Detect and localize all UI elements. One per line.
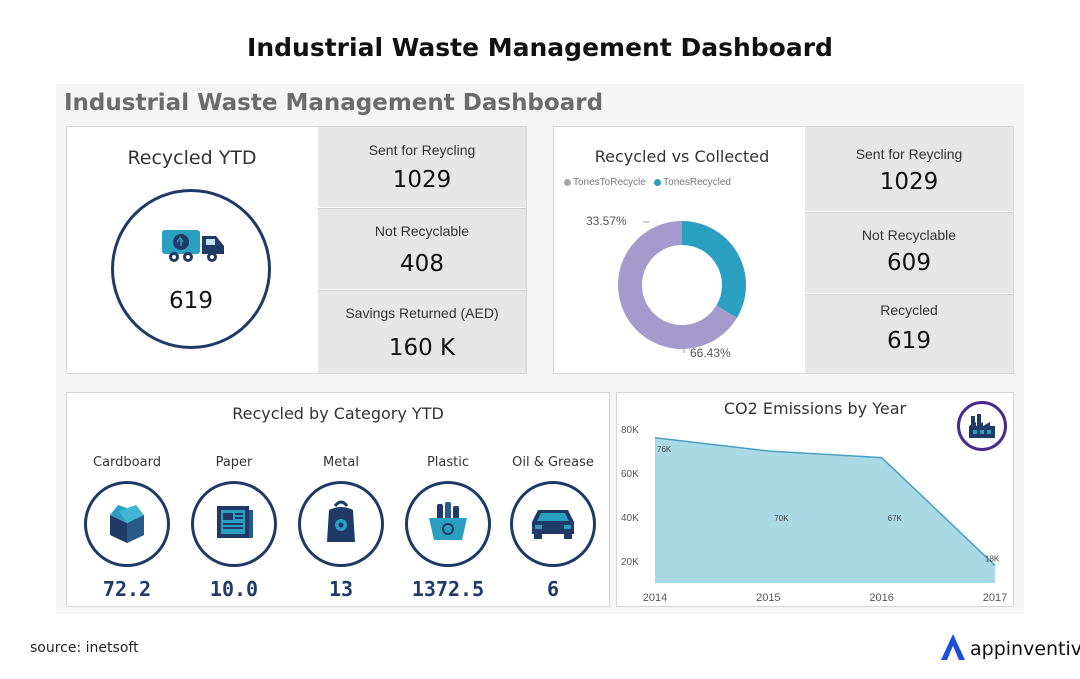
legend-label: TonesRecycled <box>663 177 731 188</box>
recycled-card-right: Recycled 619 <box>805 294 1013 373</box>
paper-icon <box>211 502 257 547</box>
category-icon-circle <box>84 481 170 567</box>
recycled-by-category-panel: Recycled by Category YTD Cardboard 72.2 … <box>66 392 610 607</box>
legend-swatch <box>564 178 571 186</box>
x-tick-label: 2016 <box>869 592 893 604</box>
category-label: Paper <box>215 455 253 470</box>
dashboard-title: Industrial Waste Management Dashboard <box>64 90 604 116</box>
recycled-ytd-title: Recycled YTD <box>127 147 257 169</box>
metal-bin-icon <box>321 498 361 551</box>
category-panel-title: Recycled by Category YTD <box>232 404 444 423</box>
x-tick-label: 2015 <box>756 592 780 604</box>
category-value: 1372.5 <box>411 577 485 601</box>
category-paper: Paper 10.0 <box>186 455 282 601</box>
factory-icon <box>957 401 1007 451</box>
stat-label: Savings Returned (AED) <box>345 305 499 321</box>
sent-for-recycling-card-right: Sent for Reycling 1029 <box>805 127 1013 211</box>
y-axis: 20K 40K 60K 80K <box>621 425 639 568</box>
category-oil-grease: Oil & Grease 6 <box>505 455 601 601</box>
co2-emissions-panel: CO2 Emissions by Year 20K 40K 60K 80K 2014 2… <box>616 392 1014 607</box>
donut-slice-tones-to-recycle <box>618 221 737 349</box>
data-label: 67K <box>888 514 903 523</box>
recycled-ytd-value: 619 <box>169 288 213 314</box>
donut-label-recycled: 33.57% <box>586 214 627 228</box>
legend-swatch <box>654 178 662 186</box>
category-plastic: Plastic 1372.5 <box>400 455 496 601</box>
stat-value: 408 <box>400 251 444 277</box>
category-label: Cardboard <box>93 455 161 470</box>
y-tick-label: 20K <box>621 557 639 568</box>
category-icon-circle <box>191 481 277 567</box>
recycled-ytd-circle: 619 <box>111 189 271 349</box>
source-caption: source: inetsoft <box>30 640 139 656</box>
page-title: Industrial Waste Management Dashboard <box>247 33 833 62</box>
category-icon-circle <box>405 481 491 567</box>
not-recyclable-card-right: Not Recyclable 609 <box>805 212 1013 293</box>
stat-value: 609 <box>887 250 931 276</box>
chart-title: CO2 Emissions by Year <box>723 399 907 418</box>
category-label: Plastic <box>426 455 470 470</box>
x-axis: 2014 2015 2016 2017 <box>643 592 1007 604</box>
area-series-line <box>654 437 996 566</box>
legend-item: TonesToRecycle <box>564 177 646 188</box>
y-tick-label: 40K <box>621 513 639 524</box>
category-icon-circle <box>510 481 596 567</box>
cardboard-box-icon <box>104 499 150 550</box>
brand-logo[interactable]: appinventiv <box>940 633 1080 666</box>
car-icon <box>528 504 578 545</box>
donut-slice-tones-recycled <box>682 221 746 318</box>
stat-label: Not Recyclable <box>861 227 957 243</box>
recycled-ytd-panel: Recycled YTD 619 Sent for Reycling 1029 … <box>66 126 527 374</box>
recycled-vs-collected-panel: Recycled vs Collected TonesToRecycle Ton… <box>553 126 1014 374</box>
category-icon-circle <box>298 481 384 567</box>
data-labels: 76K 70K 67K 18K <box>657 445 1000 564</box>
stat-value: 1029 <box>879 169 939 195</box>
stat-value: 160 K <box>388 335 456 361</box>
y-tick-label: 80K <box>621 425 639 436</box>
category-value: 6 <box>546 577 560 601</box>
appinventiv-logo-icon <box>940 633 966 666</box>
co2-area-chart: 20K 40K 60K 80K 2014 2015 2016 2017 76K 70K 67K 1… <box>621 425 1007 604</box>
stat-value: 1029 <box>392 167 452 193</box>
stat-label: Sent for Reycling <box>855 146 963 162</box>
donut-title: Recycled vs Collected <box>594 147 770 166</box>
brand-name: appinventiv <box>970 638 1080 660</box>
category-value: 13 <box>328 577 354 601</box>
recycling-truck-icon <box>160 226 228 269</box>
category-value: 72.2 <box>102 577 152 601</box>
legend-item: TonesRecycled <box>654 177 731 188</box>
sent-for-recycling-card: Sent for Reycling 1029 <box>318 127 526 207</box>
category-value: 10.0 <box>209 577 259 601</box>
stat-value: 619 <box>887 328 931 354</box>
legend-label: TonesToRecycle <box>573 177 646 188</box>
x-tick-label: 2014 <box>643 592 667 604</box>
category-label: Oil & Grease <box>512 455 594 470</box>
y-tick-label: 60K <box>621 469 639 480</box>
stat-label: Recycled <box>880 302 938 318</box>
data-label: 70K <box>774 514 789 523</box>
category-metal: Metal 13 <box>293 455 389 601</box>
category-label: Metal <box>323 455 359 470</box>
not-recyclable-card: Not Recyclable 408 <box>318 208 526 289</box>
stat-label: Sent for Reycling <box>368 142 476 158</box>
donut-label-to-recycle: 66.43% <box>690 346 731 360</box>
area-series <box>655 437 995 583</box>
category-cardboard: Cardboard 72.2 <box>79 455 175 601</box>
data-label: 18K <box>985 554 1000 563</box>
plastic-bottles-icon <box>425 500 471 549</box>
x-tick-label: 2017 <box>983 592 1007 604</box>
stat-label: Not Recyclable <box>374 223 470 239</box>
donut-legend: TonesToRecycle TonesRecycled <box>564 177 731 188</box>
savings-returned-card: Savings Returned (AED) 160 K <box>318 290 526 373</box>
data-label: 76K <box>657 445 672 454</box>
donut-chart: 33.57% 66.43% <box>586 214 746 360</box>
